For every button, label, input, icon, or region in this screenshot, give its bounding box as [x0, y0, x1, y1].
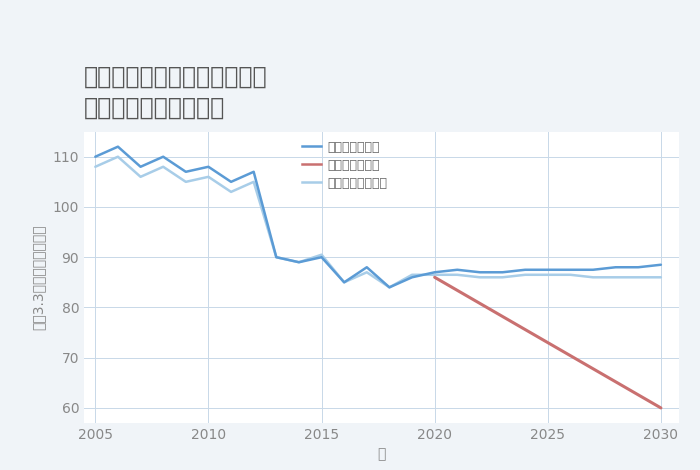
バッドシナリオ	[430, 274, 439, 280]
Line: グッドシナリオ: グッドシナリオ	[95, 147, 661, 287]
グッドシナリオ	[227, 179, 235, 185]
グッドシナリオ	[566, 267, 575, 273]
バッドシナリオ	[544, 340, 552, 345]
ノーマルシナリオ	[544, 272, 552, 278]
グッドシナリオ	[204, 164, 213, 170]
グッドシナリオ	[589, 267, 597, 273]
ノーマルシナリオ	[657, 274, 665, 280]
X-axis label: 年: 年	[377, 447, 386, 462]
ノーマルシナリオ	[91, 164, 99, 170]
グッドシナリオ	[657, 262, 665, 267]
グッドシナリオ	[317, 254, 326, 260]
グッドシナリオ	[476, 269, 484, 275]
Y-axis label: 坪（3.3㎡）単価（万円）: 坪（3.3㎡）単価（万円）	[32, 225, 46, 330]
ノーマルシナリオ	[363, 269, 371, 275]
Text: 兵庫県加古郡播磨町東新島の
中古戸建ての価格推移: 兵庫県加古郡播磨町東新島の 中古戸建ての価格推移	[84, 64, 267, 120]
ノーマルシナリオ	[317, 252, 326, 258]
Legend: グッドシナリオ, バッドシナリオ, ノーマルシナリオ: グッドシナリオ, バッドシナリオ, ノーマルシナリオ	[302, 141, 387, 190]
ノーマルシナリオ	[408, 272, 416, 278]
グッドシナリオ	[340, 280, 349, 285]
ノーマルシナリオ	[566, 272, 575, 278]
グッドシナリオ	[498, 269, 507, 275]
グッドシナリオ	[295, 259, 303, 265]
Line: バッドシナリオ: バッドシナリオ	[435, 277, 661, 408]
グッドシナリオ	[363, 265, 371, 270]
ノーマルシナリオ	[136, 174, 145, 180]
グッドシナリオ	[272, 254, 281, 260]
ノーマルシナリオ	[113, 154, 122, 159]
グッドシナリオ	[634, 265, 643, 270]
ノーマルシナリオ	[634, 274, 643, 280]
ノーマルシナリオ	[476, 274, 484, 280]
グッドシナリオ	[136, 164, 145, 170]
グッドシナリオ	[544, 267, 552, 273]
ノーマルシナリオ	[385, 284, 393, 290]
ノーマルシナリオ	[589, 274, 597, 280]
ノーマルシナリオ	[498, 274, 507, 280]
グッドシナリオ	[521, 267, 529, 273]
ノーマルシナリオ	[340, 280, 349, 285]
グッドシナリオ	[91, 154, 99, 159]
グッドシナリオ	[385, 284, 393, 290]
ノーマルシナリオ	[430, 272, 439, 278]
グッドシナリオ	[430, 269, 439, 275]
ノーマルシナリオ	[272, 254, 281, 260]
グッドシナリオ	[249, 169, 258, 175]
ノーマルシナリオ	[295, 259, 303, 265]
ノーマルシナリオ	[249, 179, 258, 185]
ノーマルシナリオ	[227, 189, 235, 195]
Line: ノーマルシナリオ: ノーマルシナリオ	[95, 157, 661, 287]
グッドシナリオ	[408, 274, 416, 280]
ノーマルシナリオ	[521, 272, 529, 278]
グッドシナリオ	[453, 267, 461, 273]
ノーマルシナリオ	[204, 174, 213, 180]
ノーマルシナリオ	[453, 272, 461, 278]
グッドシナリオ	[159, 154, 167, 159]
ノーマルシナリオ	[181, 179, 190, 185]
グッドシナリオ	[612, 265, 620, 270]
バッドシナリオ	[657, 405, 665, 411]
グッドシナリオ	[181, 169, 190, 175]
ノーマルシナリオ	[612, 274, 620, 280]
グッドシナリオ	[113, 144, 122, 149]
ノーマルシナリオ	[159, 164, 167, 170]
